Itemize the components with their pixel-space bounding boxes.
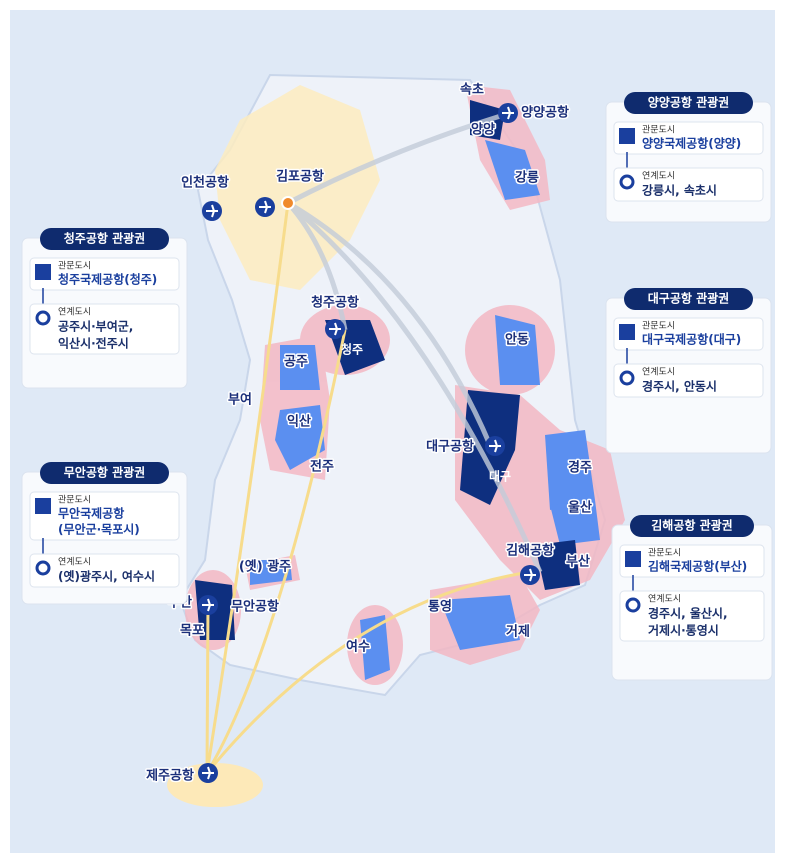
linked-city: 경주시, 안동시: [642, 379, 717, 394]
gateway-label: 관문도시: [648, 548, 681, 559]
gateway-city: (무안군·목포시): [58, 522, 140, 537]
gimpo-dot: [281, 196, 295, 210]
gateway-box: [29, 257, 180, 291]
map-label: 거제: [506, 625, 530, 640]
linked-cities: [250, 140, 600, 680]
gateway-box: [619, 544, 765, 578]
linked-icon: [35, 310, 51, 326]
gateway-label: 관문도시: [642, 321, 675, 332]
linked-label: 연계도시: [642, 366, 675, 378]
routes-gimpo: [286, 110, 543, 574]
map-label: 부산: [566, 554, 590, 570]
gateway-city: 양양국제공항(양양): [642, 136, 741, 151]
map-label: 공주: [284, 355, 308, 370]
map-label: 강릉: [515, 170, 539, 186]
gateway-box: [29, 491, 180, 541]
map-label: 통영: [428, 600, 452, 615]
map-label: 무안공항: [231, 599, 279, 615]
plane: [489, 439, 501, 453]
plane: [329, 322, 341, 336]
linked-box: [619, 590, 765, 642]
routes-jeju: [205, 202, 531, 774]
plane: [206, 204, 218, 218]
gateway-icon: [619, 324, 635, 340]
linked-city: 공주시·부여군,: [58, 319, 133, 334]
gateway-city: 대구국제공항(대구): [642, 332, 741, 347]
gateway-label: 관문도시: [58, 495, 91, 506]
plane: [202, 766, 214, 780]
linked-city: 경주시, 울산시,: [648, 606, 728, 621]
linked-icon: [619, 174, 635, 190]
plane: [259, 200, 271, 214]
gateway-icon: [35, 498, 51, 514]
panel: [605, 101, 772, 223]
panel-title: 양양공항 관광권: [648, 95, 729, 110]
linked-label: 연계도시: [648, 593, 681, 605]
linked-box: [29, 553, 180, 588]
linked-icon: [619, 370, 635, 386]
map-label: 인천공항: [181, 175, 229, 191]
gateway-icon: [625, 551, 641, 567]
gateway-label: 관문도시: [58, 261, 91, 272]
plane: [202, 598, 214, 612]
linked-city: 거제시·통영시: [648, 623, 719, 638]
panel-title: 대구공항 관광권: [648, 291, 729, 306]
map-label: 김포공항: [276, 169, 324, 185]
linked-icon: [625, 597, 641, 613]
map-label: 양양공항: [521, 105, 569, 121]
panel-title: 청주공항 관광권: [64, 231, 145, 246]
map-label: (옛) 광주: [239, 559, 291, 575]
map-label: 여수: [346, 639, 370, 655]
linked-city: (옛)광주시, 여수시: [58, 569, 155, 584]
plane: [502, 106, 514, 120]
map-label: 목포: [180, 624, 204, 639]
map-label: 전주: [310, 459, 334, 475]
plane: [524, 568, 536, 582]
map-label: 대구공항: [426, 439, 474, 455]
city-label-gateway: 대구: [489, 470, 511, 484]
panel-title-bg: [630, 515, 754, 537]
gateway-city: 청주국제공항(청주): [58, 272, 157, 287]
map-label: 경주: [568, 460, 592, 476]
jeju-island: [167, 763, 263, 807]
linked-box: [29, 303, 180, 355]
linked-label: 연계도시: [58, 306, 91, 318]
linked-box: [613, 363, 764, 398]
map-label: 제주공항: [146, 768, 194, 784]
gateway-city: 무안국제공항: [58, 506, 124, 521]
map-label: 안동: [505, 332, 529, 348]
gateway-icon: [35, 264, 51, 280]
linked-city: 강릉시, 속초시: [642, 183, 717, 198]
linked-box: [613, 167, 764, 202]
map-label: 속초: [460, 83, 484, 98]
map-label: 익산: [287, 414, 311, 430]
panel-title-bg: [40, 462, 169, 484]
gateway-box: [613, 317, 764, 351]
linked-label: 연계도시: [642, 170, 675, 182]
linked-label: 연계도시: [58, 556, 91, 568]
panel-title-bg: [40, 228, 169, 250]
gateway-city: 김해국제공항(부산): [648, 559, 747, 574]
map-label: 양양: [471, 123, 495, 138]
map-label: 부여: [228, 392, 252, 408]
panel-title-bg: [624, 288, 753, 310]
map-label: 김해공항: [506, 543, 554, 559]
city-label-gateway: 청주: [341, 342, 363, 357]
panel-title: 김해공항 관광권: [651, 518, 732, 533]
map-label: 울산: [568, 500, 592, 516]
linked-icon: [35, 560, 51, 576]
gateway-box: [613, 121, 764, 155]
linked-city: 익산시·전주시: [58, 336, 129, 351]
panel-title: 무안공항 관광권: [64, 465, 145, 480]
map-label: 청주공항: [311, 295, 359, 311]
panel-title-bg: [624, 92, 753, 114]
gateway-label: 관문도시: [642, 125, 675, 136]
gateway-icon: [619, 128, 635, 144]
